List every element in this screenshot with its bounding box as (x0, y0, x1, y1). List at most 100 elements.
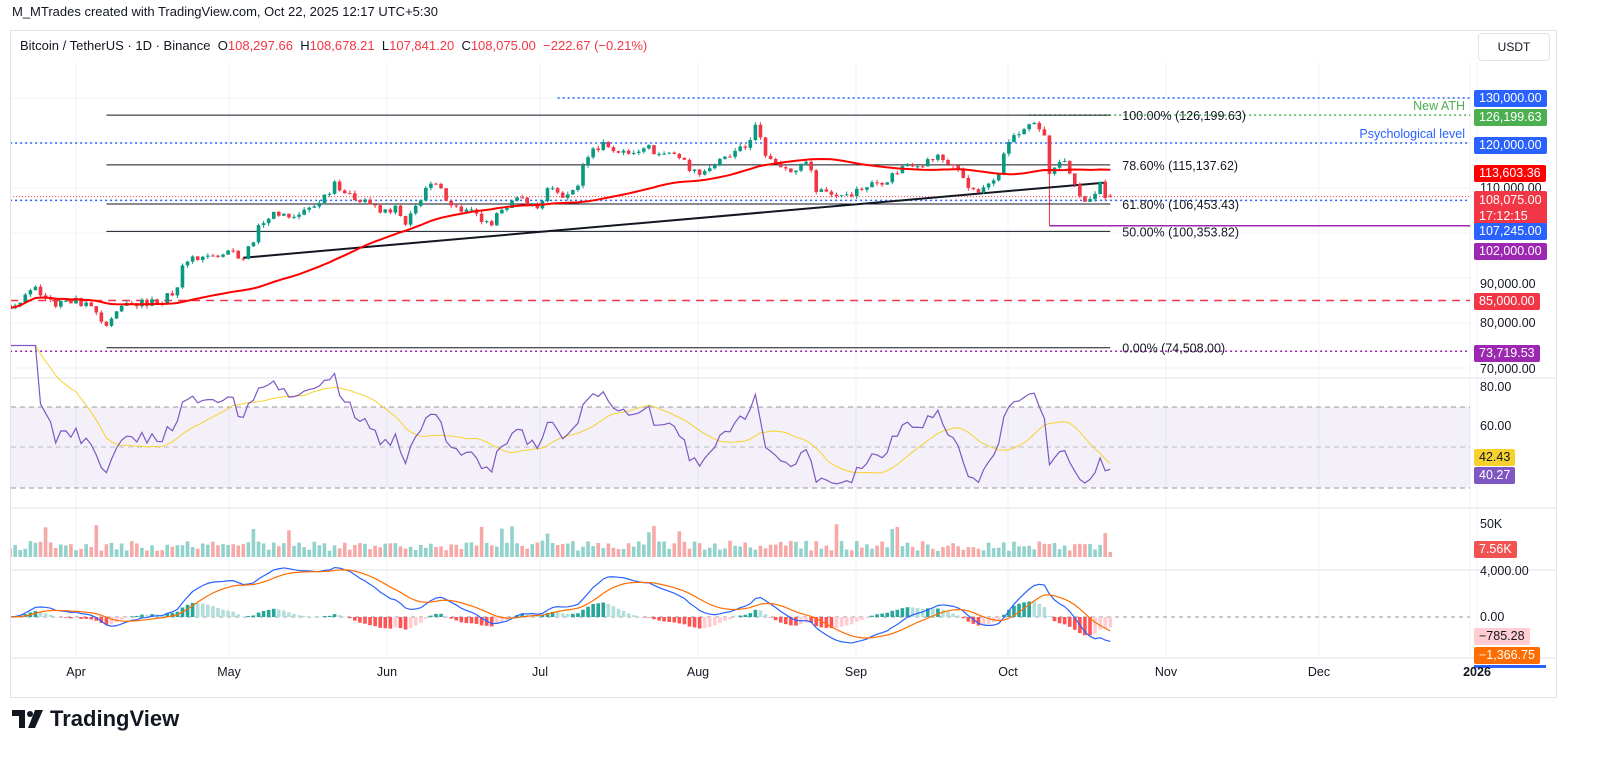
macd-histogram-bar (555, 612, 560, 617)
symbol-label[interactable]: Bitcoin / TetherUS · 1D · Binance (20, 38, 211, 53)
candle-body (429, 183, 433, 188)
candle-body (378, 205, 382, 213)
candle-body (1062, 160, 1067, 163)
volume-bar (794, 541, 798, 557)
macd-histogram-bar (860, 617, 864, 620)
volume-bar (190, 546, 195, 557)
macd-histogram-bar (43, 613, 48, 617)
volume-bar (332, 545, 337, 557)
volume-bar (773, 544, 778, 557)
volume-bar (915, 550, 920, 557)
fib-retracement[interactable]: 100.00% (126,199.63) 78.60% (115,137.62) 6… (106, 109, 1246, 356)
macd-histogram-bar (707, 617, 712, 627)
candle-body (353, 193, 357, 201)
volume-bar (743, 542, 748, 557)
volume-bar (814, 541, 819, 557)
macd-histogram-bar (631, 615, 636, 617)
candle-body (38, 286, 43, 296)
volume-bar (231, 544, 235, 557)
volume-bar (809, 550, 813, 557)
volume-bar (418, 544, 423, 557)
candle-body (277, 211, 281, 216)
price-tag-120000: 120,000.00 (1474, 137, 1547, 154)
volume-bar (256, 541, 261, 557)
macd-histogram-bar (971, 617, 976, 624)
candle-body (951, 164, 955, 166)
volume-bar (322, 543, 327, 557)
macd-histogram-bar (119, 617, 124, 620)
candle-body (875, 182, 879, 184)
volume-bar (129, 541, 134, 557)
volume-bar (373, 545, 377, 557)
macd-histogram-bar (190, 602, 195, 617)
volume-bar (621, 548, 626, 557)
candle-body (794, 170, 798, 173)
macd-histogram-bar (241, 616, 246, 617)
macd-histogram-bar (459, 617, 464, 623)
candle-body (1103, 181, 1108, 198)
volume-bar (484, 542, 489, 557)
candle-body (342, 190, 347, 194)
candle-body (961, 169, 966, 178)
volume-bar (474, 545, 479, 557)
volume-bar (510, 526, 514, 557)
volume-bar (971, 547, 976, 557)
candle-body (799, 163, 803, 171)
candle-body (555, 188, 560, 193)
fib-level-label: 50.00% (100,353.82) (1122, 225, 1239, 239)
candle-body (170, 293, 175, 296)
candle-body (576, 185, 580, 191)
volume-bar (165, 544, 170, 557)
macd-histogram-bar (768, 617, 773, 618)
time-label: Nov (1154, 665, 1178, 679)
tradingview-logo[interactable]: TradingView (12, 706, 179, 732)
volume-bar (1072, 544, 1077, 557)
volume-bar (824, 545, 829, 557)
volume-bar (545, 533, 550, 557)
volume-bar (424, 547, 428, 557)
macd-histogram-bar (733, 617, 737, 618)
volume-bar (150, 545, 154, 557)
candle-body (241, 258, 246, 260)
volume-bar (317, 545, 322, 557)
macd-histogram-bar (1062, 617, 1067, 625)
volume-bar (718, 549, 722, 557)
currency-button[interactable]: USDT (1478, 33, 1550, 61)
volume-bar (216, 545, 220, 557)
macd-histogram-bar (718, 617, 722, 623)
macd-histogram-bar (692, 617, 697, 628)
moving-average-line (11, 158, 1111, 309)
macd-histogram-bar (936, 608, 940, 617)
macd-histogram-bar (170, 613, 175, 617)
ohlc-legend: Bitcoin / TetherUS · 1D · Binance O108,2… (20, 38, 647, 53)
macd-histogram-bar (748, 613, 753, 617)
candle-body (297, 214, 301, 217)
candle-body (94, 306, 99, 313)
volume-bar (966, 547, 971, 557)
candle-body (890, 173, 895, 183)
volume-bar (753, 549, 758, 557)
volume-bar (79, 548, 83, 557)
macd-histogram-bar (206, 604, 210, 617)
macd-histogram-bar (353, 617, 357, 621)
macd-histogram-bar (165, 613, 170, 617)
candle-body (449, 200, 453, 206)
trendline[interactable] (243, 181, 1106, 259)
volume-bar (860, 547, 864, 557)
volume-bar (170, 546, 175, 557)
macd-histogram-bar (794, 617, 798, 626)
macd-histogram-bar (591, 603, 595, 617)
volume-bar (495, 546, 499, 557)
trendline-line (243, 181, 1106, 259)
candle-body (363, 199, 367, 202)
candle-body (114, 311, 119, 319)
candle-body (175, 287, 180, 296)
candle-body (119, 305, 124, 312)
volume-bar (393, 543, 398, 557)
candle-body (768, 155, 773, 160)
macd-signal-line (11, 569, 1111, 639)
macd-histogram-bar (403, 617, 408, 630)
candle-body (809, 161, 813, 171)
candle-body (1007, 142, 1011, 154)
